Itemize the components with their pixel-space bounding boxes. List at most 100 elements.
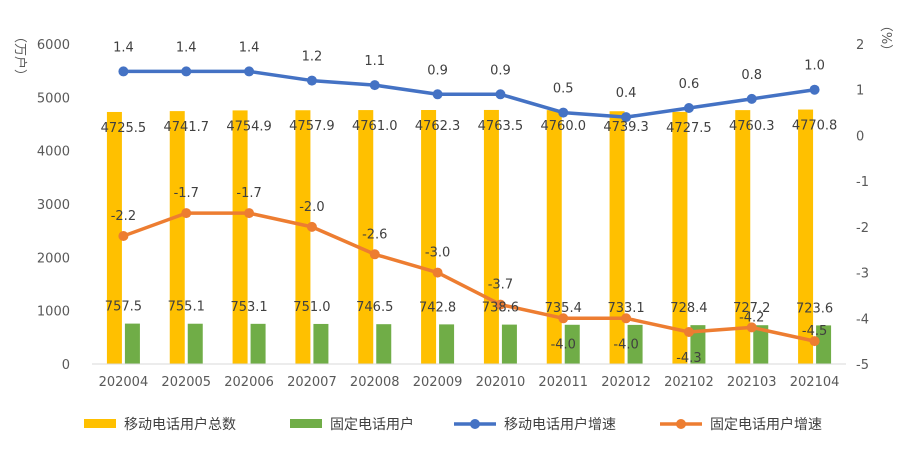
- point-mobile-growth-202102: [683, 103, 694, 113]
- bar-mobile-202103: [735, 110, 751, 364]
- bar-fixed-202009: [439, 324, 455, 364]
- right-tick-label--1: -1: [856, 175, 869, 190]
- data-label-fixed-202005: 755.1: [168, 300, 205, 315]
- point-mobile-growth-202007: [306, 75, 317, 86]
- x-tick-label-202103: 202103: [727, 375, 777, 390]
- bar-fixed-202008: [376, 324, 392, 364]
- line-mobile-growth: [121, 69, 817, 119]
- legend-marker-mobile-growth: [470, 419, 480, 429]
- right-axis-label: （%）: [878, 19, 893, 57]
- data-label-mobile-202103: 4760.3: [729, 119, 775, 134]
- data-label-mobile-growth-202009: 0.9: [427, 63, 448, 78]
- data-label-mobile-202104: 4770.8: [792, 119, 838, 134]
- data-label-mobile-202008: 4761.0: [352, 119, 398, 134]
- data-label-fixed-202011: 735.4: [545, 301, 582, 316]
- point-mobile-growth-202012: [621, 112, 632, 123]
- data-label-fixed-growth-202009: -3.0: [425, 246, 450, 261]
- legend-label-mobile-total: 移动电话用户总数: [124, 416, 236, 433]
- point-mobile-growth-202006: [244, 66, 255, 77]
- data-label-fixed-202007: 751.0: [293, 300, 330, 315]
- point-mobile-growth-202008: [369, 80, 380, 91]
- left-tick-label-5000: 5000: [37, 91, 70, 106]
- data-label-fixed-202103: 727.2: [733, 301, 770, 316]
- data-label-mobile-growth-202104: 1.0: [804, 59, 825, 74]
- data-label-mobile-growth-202010: 0.9: [490, 63, 511, 78]
- point-fixed-growth-202103: [746, 322, 757, 333]
- bar-mobile-202011: [546, 110, 562, 364]
- x-tick-label-202004: 202004: [99, 375, 149, 390]
- data-label-mobile-202004: 4725.5: [101, 121, 147, 136]
- data-label-fixed-growth-202005: -1.7: [174, 186, 199, 201]
- data-label-mobile-202005: 4741.7: [164, 120, 210, 135]
- data-label-fixed-growth-202006: -1.7: [236, 186, 261, 201]
- bars-layer: [106, 109, 832, 365]
- data-label-fixed-growth-202102: -4.3: [676, 351, 701, 366]
- legend: 移动电话用户总数 固定电话用户 移动电话用户增速 固定电话用户增速: [84, 416, 822, 433]
- x-tick-label-202102: 202102: [664, 375, 714, 390]
- x-tick-label-202007: 202007: [287, 375, 337, 390]
- bar-mobile-202007: [295, 110, 311, 364]
- axes-layer: 202004 202005 202006 202007 202008 202009 2020…: [12, 19, 893, 390]
- point-fixed-growth-202005: [181, 208, 192, 219]
- x-tick-label-202005: 202005: [161, 375, 211, 390]
- lines-layer: [118, 66, 820, 347]
- right-tick-label-1: 1: [856, 84, 864, 99]
- point-mobile-growth-202005: [181, 66, 192, 77]
- bar-mobile-202102: [672, 111, 688, 364]
- data-label-fixed-growth-202011: -4.0: [551, 337, 576, 352]
- data-label-fixed-growth-202010: -3.7: [488, 278, 513, 293]
- data-label-fixed-202004: 757.5: [105, 300, 142, 315]
- bar-mobile-202008: [358, 110, 374, 364]
- point-fixed-growth-202011: [558, 313, 569, 324]
- data-label-fixed-202010: 738.6: [482, 301, 519, 316]
- point-fixed-growth-202007: [306, 221, 317, 232]
- data-label-mobile-growth-202005: 1.4: [176, 40, 197, 55]
- bar-mobile-202005: [169, 111, 185, 364]
- point-fixed-growth-202009: [432, 267, 443, 278]
- point-fixed-growth-202006: [244, 208, 255, 219]
- x-tick-label-202012: 202012: [601, 375, 651, 390]
- legend-swatch-mobile-total: [84, 419, 116, 428]
- legend-label-fixed-growth: 固定电话用户增速: [710, 416, 822, 433]
- data-label-fixed-202102: 728.4: [670, 301, 707, 316]
- bar-fixed-202006: [250, 323, 266, 364]
- x-tick-label-202104: 202104: [790, 375, 840, 390]
- bar-fixed-202005: [187, 323, 203, 364]
- data-label-mobile-growth-202006: 1.4: [239, 40, 260, 55]
- left-tick-label-6000: 6000: [37, 38, 70, 53]
- data-label-fixed-growth-202007: -2.0: [299, 200, 324, 215]
- left-axis-label: （万户）: [12, 30, 28, 82]
- legend-marker-fixed-growth: [676, 419, 686, 429]
- data-label-fixed-growth-202012: -4.0: [613, 337, 638, 352]
- point-mobile-growth-202010: [495, 89, 506, 100]
- left-tick-label-0: 0: [62, 358, 70, 373]
- data-label-mobile-growth-202102: 0.6: [679, 77, 700, 92]
- bar-fixed-202004: [124, 323, 140, 364]
- data-label-fixed-growth-202104: -4.5: [802, 324, 827, 339]
- right-tick-label--3: -3: [856, 267, 869, 282]
- bar-mobile-202006: [232, 110, 248, 364]
- bar-mobile-202010: [483, 109, 499, 365]
- point-mobile-growth-202004: [118, 66, 129, 77]
- legend-label-mobile-growth: 移动电话用户增速: [504, 416, 616, 433]
- bar-fixed-202104: [816, 325, 832, 364]
- point-fixed-growth-202004: [118, 231, 129, 241]
- x-tick-label-202006: 202006: [224, 375, 274, 390]
- bar-fixed-202010: [501, 324, 517, 364]
- bar-mobile-202012: [609, 111, 625, 364]
- bar-fixed-202012: [627, 324, 643, 364]
- point-fixed-growth-202102: [683, 327, 694, 337]
- left-tick-label-4000: 4000: [37, 145, 70, 160]
- point-fixed-growth-202010: [495, 299, 506, 310]
- bar-fixed-202007: [313, 323, 329, 364]
- data-label-mobile-202102: 4727.5: [666, 121, 712, 136]
- point-mobile-growth-202103: [746, 93, 757, 104]
- x-tick-label-202010: 202010: [476, 375, 526, 390]
- line-fixed-growth: [121, 211, 817, 343]
- data-label-mobile-202009: 4762.3: [415, 119, 461, 134]
- data-label-mobile-202006: 4754.9: [226, 119, 272, 134]
- data-label-fixed-202006: 753.1: [230, 300, 267, 315]
- right-tick-label--4: -4: [856, 312, 869, 327]
- legend-swatch-fixed: [290, 419, 322, 428]
